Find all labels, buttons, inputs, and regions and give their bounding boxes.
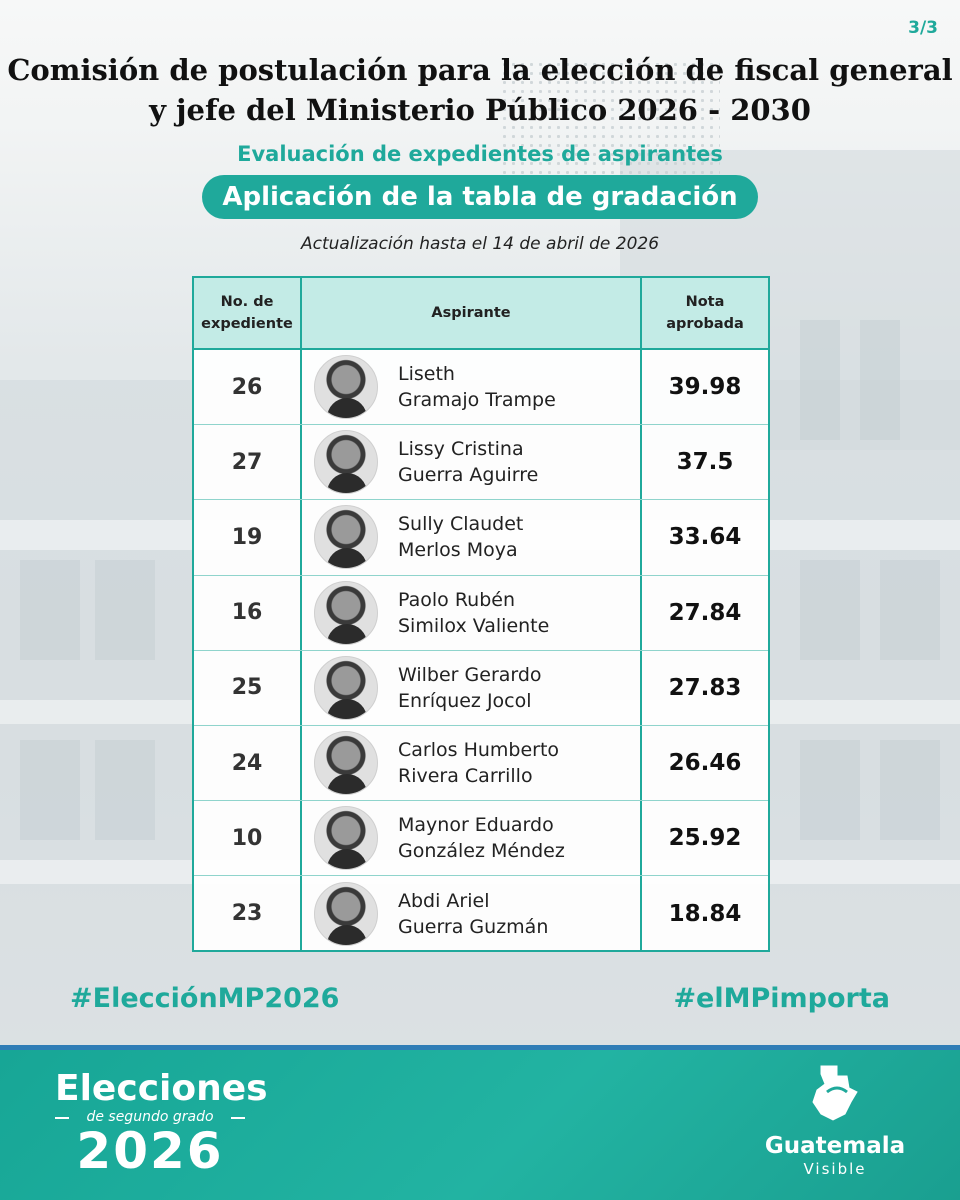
update-date: Actualización hasta el 14 de abril de 20… — [300, 234, 660, 254]
table-row: 10 Maynor Eduardo González Méndez 25.92 — [194, 801, 768, 877]
elecciones-title: Elecciones — [55, 1068, 268, 1109]
expediente-number: 19 — [194, 500, 302, 575]
nota-value: 33.64 — [668, 524, 742, 551]
aspirante-cell: Lissy Cristina Guerra Aguirre — [302, 425, 642, 500]
aspirante-cell: Carlos Humberto Rivera Carrillo — [302, 725, 642, 801]
name-line-2: Guerra Aguirre — [398, 464, 539, 487]
aspirante-name: Wilber Gerardo Enríquez Jocol — [398, 662, 542, 714]
title-line-1: Comisión de postulación para la elección… — [7, 53, 953, 87]
header-nota-line2: aprobada — [666, 316, 744, 332]
avatar — [314, 731, 378, 796]
avatar — [314, 881, 378, 946]
table-row: 25 Wilber Gerardo Enríquez Jocol 27.83 — [194, 650, 768, 726]
header-expediente: No. de expediente — [194, 278, 302, 348]
header-aspirante: Aspirante — [302, 278, 642, 348]
aspirante-name: Lissy Cristina Guerra Aguirre — [398, 436, 538, 488]
name-line-2: Guerra Guzmán — [398, 915, 549, 938]
name-line-1: Carlos Humberto — [398, 739, 560, 762]
expediente-number: 10 — [194, 801, 302, 876]
avatar — [314, 806, 378, 871]
name-line-2: Enríquez Jocol — [398, 689, 532, 712]
guatemala-map-icon — [807, 1062, 863, 1128]
aspirante-name: Liseth Gramajo Trampe — [398, 361, 556, 413]
page-title: Comisión de postulación para la elección… — [0, 50, 960, 130]
table-header: No. de expediente Aspirante Nota aprobad… — [194, 278, 768, 350]
avatar — [314, 430, 378, 495]
expediente-number: 24 — [194, 725, 302, 801]
aspirante-name: Paolo Rubén Similox Valiente — [398, 587, 549, 639]
results-table: No. de expediente Aspirante Nota aprobad… — [192, 276, 770, 952]
elecciones-logo: Elecciones de segundo grado 2026 — [55, 1068, 268, 1180]
aspirante-name: Maynor Eduardo González Méndez — [398, 812, 565, 864]
expediente-number: 27 — [194, 425, 302, 500]
header-expediente-line1: No. de — [220, 294, 274, 310]
brand-subword: Visible — [803, 1160, 867, 1178]
table-row: 16 Paolo Rubén Similox Valiente 27.84 — [194, 575, 768, 651]
aspirante-cell: Maynor Eduardo González Méndez — [302, 801, 642, 876]
table-row: 19 Sully Claudet Merlos Moya 33.64 — [194, 500, 768, 576]
name-line-2: Rivera Carrillo — [398, 765, 533, 788]
nota-value: 26.46 — [668, 750, 742, 777]
header-expediente-line2: expediente — [201, 316, 293, 332]
section-pill: Aplicación de la tabla de gradación — [202, 175, 758, 219]
elecciones-year: 2026 — [76, 1122, 224, 1180]
name-line-2: González Méndez — [398, 840, 565, 863]
table-row: 27 Lissy Cristina Guerra Aguirre 37.5 — [194, 425, 768, 501]
nota-value: 18.84 — [668, 900, 742, 927]
aspirante-cell: Paolo Rubén Similox Valiente — [302, 575, 642, 650]
name-line-1: Liseth — [398, 363, 455, 386]
aspirante-cell: Liseth Gramajo Trampe — [302, 350, 642, 425]
expediente-number: 26 — [194, 350, 302, 425]
nota-value: 39.98 — [668, 374, 742, 401]
aspirante-cell: Sully Claudet Merlos Moya — [302, 500, 642, 575]
name-line-1: Abdi Ariel — [398, 889, 490, 912]
name-line-1: Wilber Gerardo — [398, 663, 542, 686]
hashtag-left[interactable]: #ElecciónMP2026 — [70, 983, 340, 1014]
aspirante-name: Sully Claudet Merlos Moya — [398, 511, 523, 563]
table-row: 23 Abdi Ariel Guerra Guzmán 18.84 — [194, 876, 768, 952]
table-row: 24 Carlos Humberto Rivera Carrillo 26.46 — [194, 725, 768, 802]
nota-value: 37.5 — [676, 449, 734, 476]
hashtag-right[interactable]: #elMPimporta — [673, 983, 890, 1014]
nota-value: 27.83 — [668, 674, 742, 701]
page-subtitle: Evaluación de expedientes de aspirantes — [237, 142, 723, 166]
name-line-2: Similox Valiente — [398, 614, 550, 637]
name-line-2: Gramajo Trampe — [398, 389, 556, 412]
name-line-1: Paolo Rubén — [398, 588, 515, 611]
elecciones-subtitle: de segundo grado — [55, 1108, 245, 1126]
name-line-1: Maynor Eduardo — [398, 814, 554, 837]
nota-value: 25.92 — [668, 825, 742, 852]
table-row: 26 Liseth Gramajo Trampe 39.98 — [194, 350, 768, 426]
brand-word: Guatemala — [764, 1133, 906, 1159]
name-line-1: Sully Claudet — [398, 513, 524, 536]
avatar — [314, 655, 378, 720]
header-nota: Nota aprobada — [642, 278, 768, 348]
aspirante-cell: Abdi Ariel Guerra Guzmán — [302, 876, 642, 952]
avatar — [314, 355, 378, 420]
expediente-number: 25 — [194, 650, 302, 725]
page-indicator: 3/3 — [908, 18, 938, 38]
aspirante-name: Abdi Ariel Guerra Guzmán — [398, 888, 548, 940]
expediente-number: 16 — [194, 575, 302, 650]
guatemala-visible-logo: Guatemala Visible — [755, 1062, 915, 1178]
header-nota-line1: Nota — [685, 294, 725, 310]
name-line-2: Merlos Moya — [398, 539, 518, 562]
aspirante-name: Carlos Humberto Rivera Carrillo — [398, 737, 559, 789]
aspirante-cell: Wilber Gerardo Enríquez Jocol — [302, 650, 642, 725]
avatar — [314, 580, 378, 645]
nota-value: 27.84 — [668, 599, 742, 626]
avatar — [314, 505, 378, 570]
section-pill-wrap: Aplicación de la tabla de gradación — [0, 175, 960, 219]
name-line-1: Lissy Cristina — [398, 438, 524, 461]
footer-band — [0, 1045, 960, 1200]
title-line-2: y jefe del Ministerio Público 2026 - 203… — [149, 93, 811, 127]
expediente-number: 23 — [194, 876, 302, 952]
